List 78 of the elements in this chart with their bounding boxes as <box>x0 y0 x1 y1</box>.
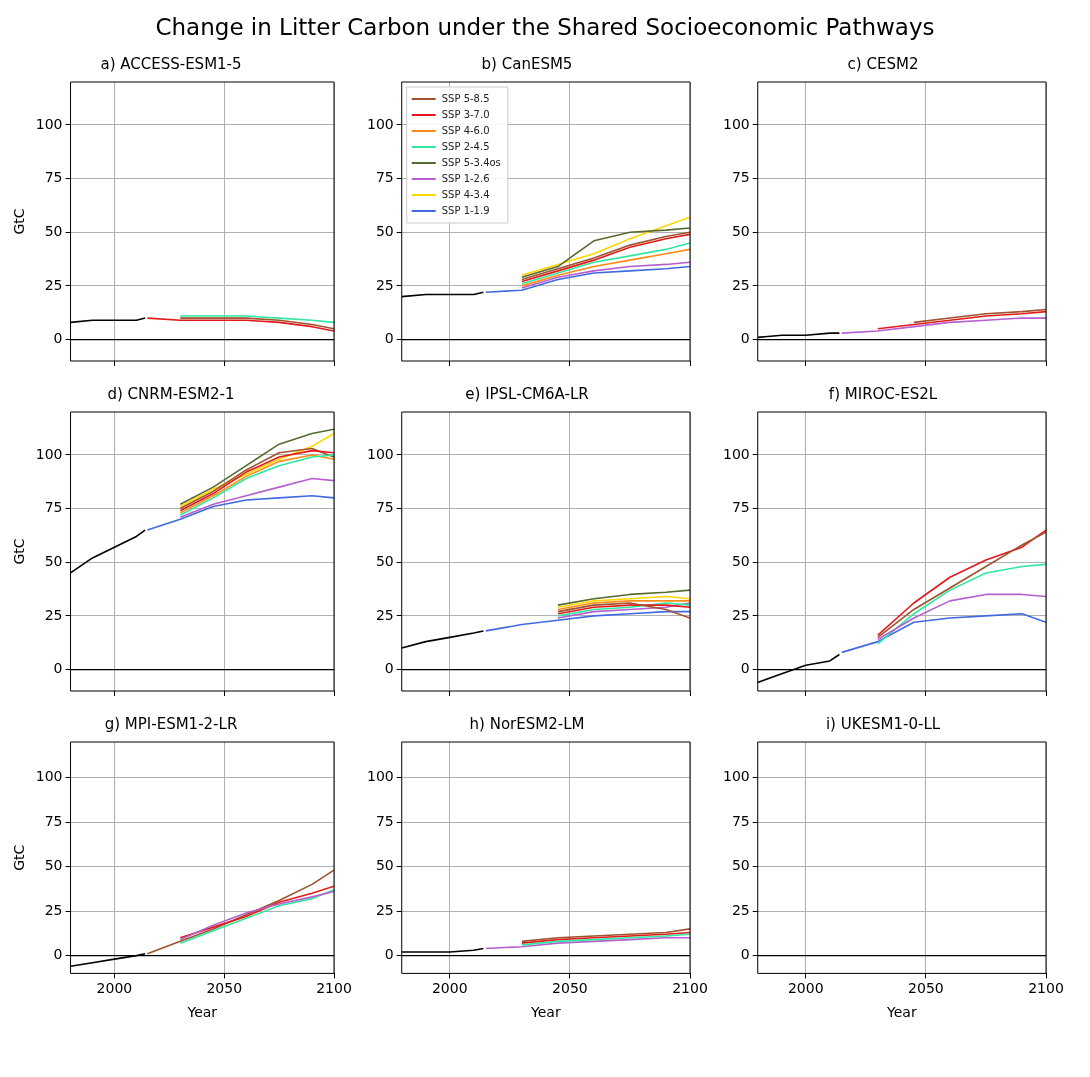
y-tick-label: 75 <box>731 499 750 516</box>
x-tick-label: 2050 <box>908 980 944 997</box>
chart-title: f) MIROC-ES2L <box>828 384 938 403</box>
y-tick-label: 50 <box>731 857 750 874</box>
legend-label: SSP 2-4.5 <box>441 140 490 152</box>
y-axis-title: GtC <box>11 208 28 235</box>
chart-title: g) MPI-ESM1-2-LR <box>104 714 238 733</box>
x-tick-label: 2050 <box>206 980 243 997</box>
y-tick-label: 25 <box>44 606 63 623</box>
y-tick-label: 50 <box>44 857 63 874</box>
legend-label: SSP 5-3.4os <box>441 156 501 168</box>
x-tick-label: 2000 <box>787 980 824 997</box>
y-tick-label: 75 <box>44 812 63 829</box>
y-tick-label: 100 <box>722 768 750 785</box>
y-tick-label: 50 <box>44 222 63 239</box>
y-tick-label: 75 <box>731 169 750 186</box>
x-tick-label: 2100 <box>672 980 708 997</box>
y-tick-label: 100 <box>35 445 63 462</box>
chart-title: b) CanESM5 <box>481 54 573 73</box>
legend-label: SSP 3-7.0 <box>441 108 490 120</box>
y-axis-title: GtC <box>11 844 28 871</box>
x-axis-title: Year <box>530 1004 561 1021</box>
y-tick-label: 0 <box>384 660 394 677</box>
y-tick-label: 0 <box>53 946 63 963</box>
y-tick-label: 0 <box>740 330 750 347</box>
y-tick-label: 25 <box>731 606 750 623</box>
y-tick-label: 75 <box>375 169 394 186</box>
y-tick-label: 100 <box>366 115 394 132</box>
chart-title: a) ACCESS-ESM1-5 <box>100 54 242 73</box>
y-tick-label: 75 <box>375 499 394 516</box>
y-tick-label: 50 <box>44 552 63 569</box>
y-tick-label: 25 <box>44 901 63 918</box>
x-tick-label: 2100 <box>1028 980 1064 997</box>
x-axis-title: Year <box>886 1004 917 1021</box>
y-tick-label: 75 <box>44 499 63 516</box>
y-tick-label: 75 <box>375 812 394 829</box>
y-tick-label: 25 <box>375 276 394 293</box>
chart-title: d) CNRM-ESM2-1 <box>107 384 235 403</box>
y-tick-label: 0 <box>740 946 750 963</box>
y-tick-label: 50 <box>375 222 394 239</box>
y-tick-label: 25 <box>44 276 63 293</box>
y-tick-label: 50 <box>375 552 394 569</box>
y-tick-label: 75 <box>731 812 750 829</box>
y-tick-label: 50 <box>375 857 394 874</box>
chart-title: h) NorESM2-LM <box>469 714 585 733</box>
y-tick-label: 0 <box>53 330 63 347</box>
y-tick-label: 50 <box>731 552 750 569</box>
chart-title: e) IPSL-CM6A-LR <box>465 384 589 403</box>
y-tick-label: 0 <box>53 660 63 677</box>
y-tick-label: 100 <box>722 445 750 462</box>
legend-label: SSP 4-3.4 <box>441 188 490 200</box>
text: Change in Litter Carbon under the Shared Socioeconomic Pathways <box>154 13 936 42</box>
y-tick-label: 25 <box>731 276 750 293</box>
y-axis-title: GtC <box>11 538 28 565</box>
y-tick-label: 0 <box>384 946 394 963</box>
y-tick-label: 100 <box>366 768 394 785</box>
y-tick-label: 0 <box>740 660 750 677</box>
y-tick-label: 25 <box>375 901 394 918</box>
y-tick-label: 25 <box>375 606 394 623</box>
chart-title: i) UKESM1-0-LL <box>825 714 941 733</box>
y-tick-label: 75 <box>44 169 63 186</box>
y-tick-label: 100 <box>722 115 750 132</box>
y-tick-label: 50 <box>731 222 750 239</box>
x-axis-title: Year <box>186 1004 218 1021</box>
x-tick-label: 2050 <box>552 980 588 997</box>
legend-label: SSP 1-2.6 <box>441 172 490 184</box>
legend-label: SSP 4-6.0 <box>441 124 490 136</box>
legend-label: SSP 5-8.5 <box>441 92 490 104</box>
legend-label: SSP 1-1.9 <box>441 204 490 216</box>
x-tick-label: 2100 <box>316 980 352 997</box>
chart-title: c) CESM2 <box>847 54 919 73</box>
x-tick-label: 2000 <box>431 980 468 997</box>
y-tick-label: 100 <box>35 768 63 785</box>
x-tick-label: 2000 <box>96 980 133 997</box>
y-tick-label: 25 <box>731 901 750 918</box>
y-tick-label: 0 <box>384 330 394 347</box>
y-tick-label: 100 <box>366 445 394 462</box>
y-tick-label: 100 <box>35 115 63 132</box>
